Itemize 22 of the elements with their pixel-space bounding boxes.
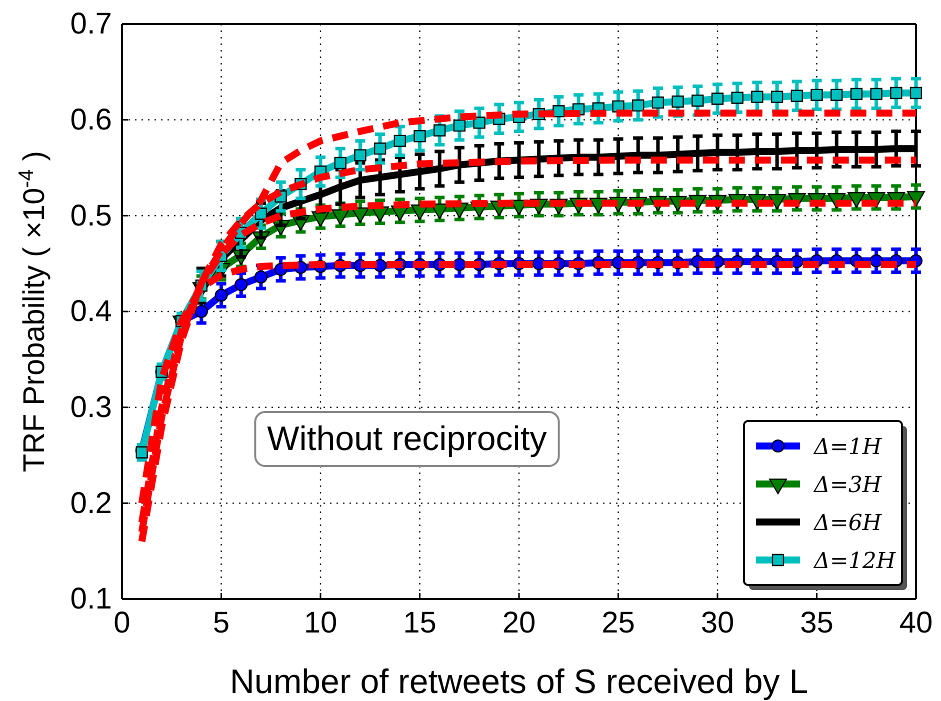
y-tick-label: 0.7 bbox=[70, 8, 112, 41]
legend-label: Δ=12H bbox=[813, 549, 896, 574]
x-axis-title: Number of retweets of S received by L bbox=[230, 663, 808, 701]
legend-label: Δ=1H bbox=[813, 435, 882, 460]
x-tick-label: 15 bbox=[403, 606, 436, 640]
annotation: Without reciprocity bbox=[267, 420, 547, 458]
legend-label: Δ=6H bbox=[813, 511, 882, 536]
x-tick-label: 10 bbox=[304, 606, 338, 640]
x-tick-label: 40 bbox=[899, 606, 933, 640]
x-tick-label: 5 bbox=[212, 606, 230, 640]
x-tick-label: 35 bbox=[800, 606, 834, 640]
x-tick-label: 30 bbox=[700, 606, 734, 640]
y-tick-label: 0.6 bbox=[70, 103, 112, 136]
legend-label: Δ=3H bbox=[813, 473, 882, 498]
x-tick-label: 20 bbox=[502, 606, 536, 640]
y-tick-label: 0.3 bbox=[70, 390, 112, 424]
y-tick-label: 0.5 bbox=[70, 199, 112, 232]
y-tick-label: 0.2 bbox=[70, 486, 112, 520]
x-tick-label: 0 bbox=[114, 606, 130, 640]
y-tick-label: 0.1 bbox=[70, 582, 112, 616]
y-tick-label: 0.4 bbox=[70, 295, 112, 328]
x-tick-label: 25 bbox=[602, 606, 635, 640]
